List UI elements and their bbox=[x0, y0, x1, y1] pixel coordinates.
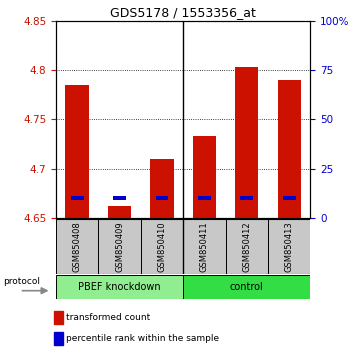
Text: GSM850411: GSM850411 bbox=[200, 222, 209, 272]
Bar bbox=[183, 275, 310, 299]
Bar bbox=[226, 219, 268, 274]
Bar bbox=[56, 219, 98, 274]
Bar bbox=[278, 80, 301, 218]
Text: GSM850408: GSM850408 bbox=[73, 222, 82, 272]
Bar bbox=[193, 136, 216, 218]
Text: control: control bbox=[230, 282, 264, 292]
Bar bbox=[54, 311, 63, 324]
Bar bbox=[65, 85, 89, 218]
Bar bbox=[183, 219, 226, 274]
Text: GSM850409: GSM850409 bbox=[115, 222, 124, 272]
Title: GDS5178 / 1553356_at: GDS5178 / 1553356_at bbox=[110, 6, 256, 19]
Bar bbox=[141, 219, 183, 274]
Bar bbox=[108, 206, 131, 218]
Bar bbox=[268, 219, 310, 274]
Bar bbox=[150, 159, 174, 218]
Bar bbox=[56, 275, 183, 299]
Bar bbox=[54, 332, 63, 345]
Bar bbox=[156, 196, 169, 200]
Bar bbox=[240, 196, 253, 200]
Bar bbox=[113, 196, 126, 200]
Text: GSM850412: GSM850412 bbox=[242, 222, 251, 272]
Bar bbox=[235, 67, 258, 218]
Bar bbox=[198, 196, 211, 200]
Text: percentile rank within the sample: percentile rank within the sample bbox=[66, 334, 219, 343]
Text: PBEF knockdown: PBEF knockdown bbox=[78, 282, 161, 292]
Text: GSM850413: GSM850413 bbox=[285, 222, 294, 272]
Text: transformed count: transformed count bbox=[66, 313, 150, 322]
Bar bbox=[283, 196, 296, 200]
Text: protocol: protocol bbox=[3, 276, 40, 286]
Text: GSM850410: GSM850410 bbox=[157, 222, 166, 272]
Bar bbox=[71, 196, 84, 200]
Bar bbox=[98, 219, 141, 274]
